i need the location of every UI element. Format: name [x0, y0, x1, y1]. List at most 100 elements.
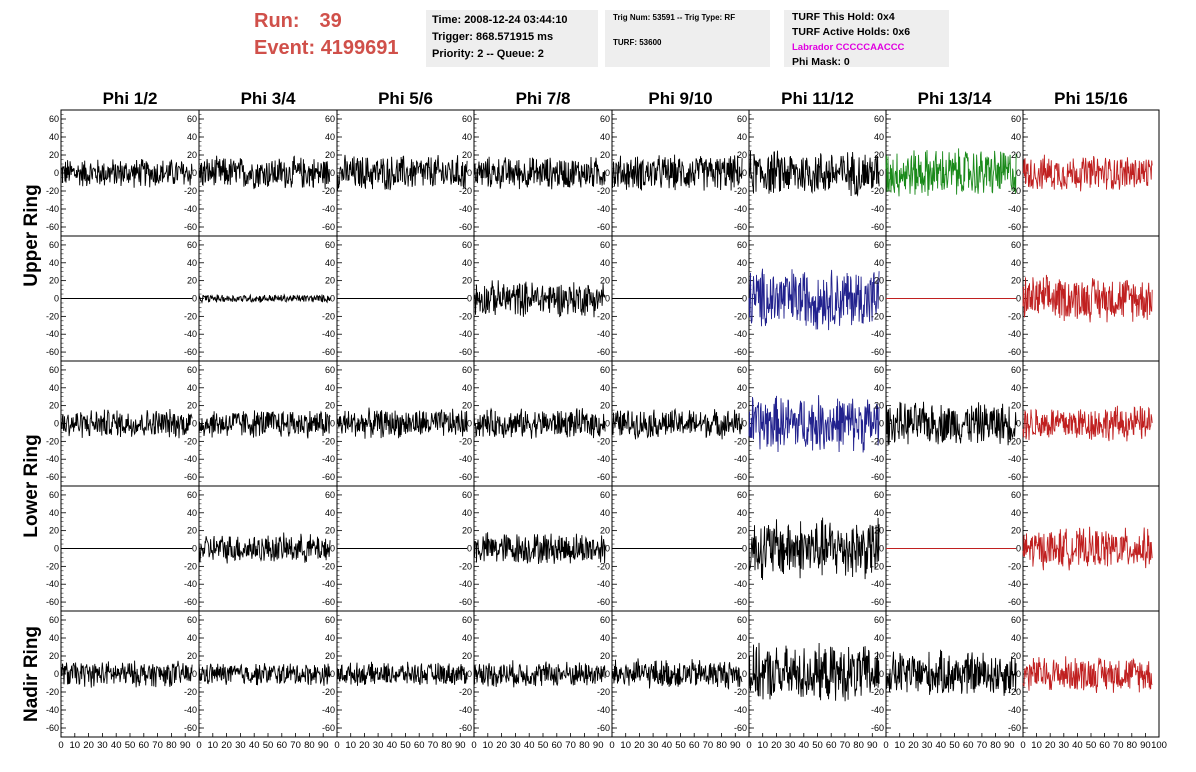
- y-tick-label: 60: [325, 615, 335, 625]
- y-tick-label: -40: [322, 579, 335, 589]
- y-tick-label: -40: [184, 329, 197, 339]
- x-tick-label: 10: [894, 740, 905, 751]
- x-tick-label: 90: [867, 740, 878, 751]
- x-tick-label: 70: [977, 740, 988, 751]
- y-tick-label: 60: [874, 114, 884, 124]
- x-tick-label: 70: [290, 740, 301, 751]
- y-tick-label: 40: [874, 383, 884, 393]
- x-tick-label: 20: [83, 740, 94, 751]
- x-tick-label: 30: [1059, 740, 1070, 751]
- y-tick-label: 40: [874, 508, 884, 518]
- x-tick-label: 0: [746, 740, 751, 751]
- waveform-trace: [473, 280, 606, 318]
- y-tick-label: -60: [871, 723, 884, 733]
- x-tick-label: 40: [936, 740, 947, 751]
- y-tick-label: -20: [459, 186, 472, 196]
- y-tick-label: 0: [330, 669, 335, 679]
- ring-label: Lower Ring: [21, 434, 42, 537]
- y-tick-label: 40: [187, 132, 197, 142]
- y-tick-label: -20: [459, 561, 472, 571]
- y-tick-label: 0: [742, 168, 747, 178]
- x-tick-label: 70: [428, 740, 439, 751]
- y-tick-label: -60: [322, 472, 335, 482]
- y-tick-label: -40: [322, 705, 335, 715]
- y-tick-label: 60: [874, 615, 884, 625]
- y-tick-label: 0: [467, 419, 472, 429]
- y-tick-label: 40: [874, 258, 884, 268]
- y-tick-label: -20: [734, 561, 747, 571]
- y-tick-label: -60: [184, 723, 197, 733]
- y-tick-label: 20: [1011, 526, 1021, 536]
- y-tick-label: 0: [54, 419, 59, 429]
- y-tick-label: -20: [322, 561, 335, 571]
- y-tick-label: -40: [597, 705, 610, 715]
- y-tick-label: 60: [600, 365, 610, 375]
- waveform-trace: [1022, 526, 1153, 571]
- time-info-box: Time: 2008-12-24 03:44:10 Trigger: 868.5…: [426, 10, 598, 67]
- y-tick-label: -20: [734, 186, 747, 196]
- x-tick-label: 50: [949, 740, 960, 751]
- x-tick-label: 70: [1113, 740, 1124, 751]
- y-tick-label: -60: [597, 597, 610, 607]
- x-tick-label: 0: [883, 740, 888, 751]
- y-tick-label: 60: [49, 490, 59, 500]
- column-header: Phi 15/16: [1054, 89, 1128, 108]
- y-tick-label: -20: [871, 186, 884, 196]
- x-tick-label: 10: [620, 740, 631, 751]
- y-tick-label: -20: [459, 687, 472, 697]
- y-tick-label: 0: [192, 168, 197, 178]
- y-tick-label: 20: [462, 401, 472, 411]
- y-tick-label: 40: [325, 383, 335, 393]
- y-tick-label: -40: [322, 329, 335, 339]
- y-tick-label: 0: [192, 294, 197, 304]
- y-tick-label: -20: [322, 436, 335, 446]
- x-tick-label: 80: [441, 740, 452, 751]
- y-tick-label: 0: [330, 294, 335, 304]
- waveform-trace: [885, 401, 1017, 446]
- waveform-trace: [198, 663, 331, 686]
- y-tick-label: 60: [49, 114, 59, 124]
- time-text: Time: 2008-12-24 03:44:10: [432, 14, 568, 26]
- x-tick-label: 80: [166, 740, 177, 751]
- x-tick-label: 10: [208, 740, 219, 751]
- x-tick-label: 10: [1031, 740, 1042, 751]
- y-tick-label: -60: [871, 472, 884, 482]
- x-tick-label: 40: [111, 740, 122, 751]
- x-tick-label: 30: [922, 740, 933, 751]
- y-tick-label: 20: [600, 401, 610, 411]
- column-header: Phi 3/4: [241, 89, 296, 108]
- x-tick-label: 90: [593, 740, 604, 751]
- y-tick-label: 40: [874, 633, 884, 643]
- waveform-trace: [60, 660, 193, 688]
- y-tick-label: 20: [49, 526, 59, 536]
- x-tick-label: 0: [1020, 740, 1025, 751]
- y-tick-label: 0: [54, 168, 59, 178]
- y-tick-label: -40: [734, 204, 747, 214]
- waveform-trace: [198, 293, 331, 304]
- y-tick-label: -20: [46, 561, 59, 571]
- x-tick-label: 60: [1099, 740, 1110, 751]
- y-tick-label: 60: [1011, 240, 1021, 250]
- y-tick-label: -20: [734, 311, 747, 321]
- y-tick-label: -60: [322, 723, 335, 733]
- x-tick-label: 50: [1086, 740, 1097, 751]
- y-tick-label: -60: [1008, 723, 1021, 733]
- waveform-trace: [885, 148, 1017, 197]
- y-tick-label: 60: [600, 490, 610, 500]
- x-tick-label: 40: [387, 740, 398, 751]
- x-tick-label: 60: [826, 740, 837, 751]
- y-tick-label: 20: [1011, 150, 1021, 160]
- y-tick-label: 20: [49, 276, 59, 286]
- y-tick-label: -60: [597, 723, 610, 733]
- event-label: Event:: [254, 37, 316, 59]
- y-tick-label: 0: [467, 544, 472, 554]
- y-tick-label: -40: [1008, 204, 1021, 214]
- y-tick-label: -40: [184, 204, 197, 214]
- x-tick-label: 30: [785, 740, 796, 751]
- y-tick-label: 20: [325, 150, 335, 160]
- x-tick-label: 90: [1140, 740, 1151, 751]
- y-tick-label: 60: [187, 365, 197, 375]
- y-tick-label: 40: [49, 132, 59, 142]
- x-tick-label: 20: [771, 740, 782, 751]
- y-tick-label: -40: [322, 204, 335, 214]
